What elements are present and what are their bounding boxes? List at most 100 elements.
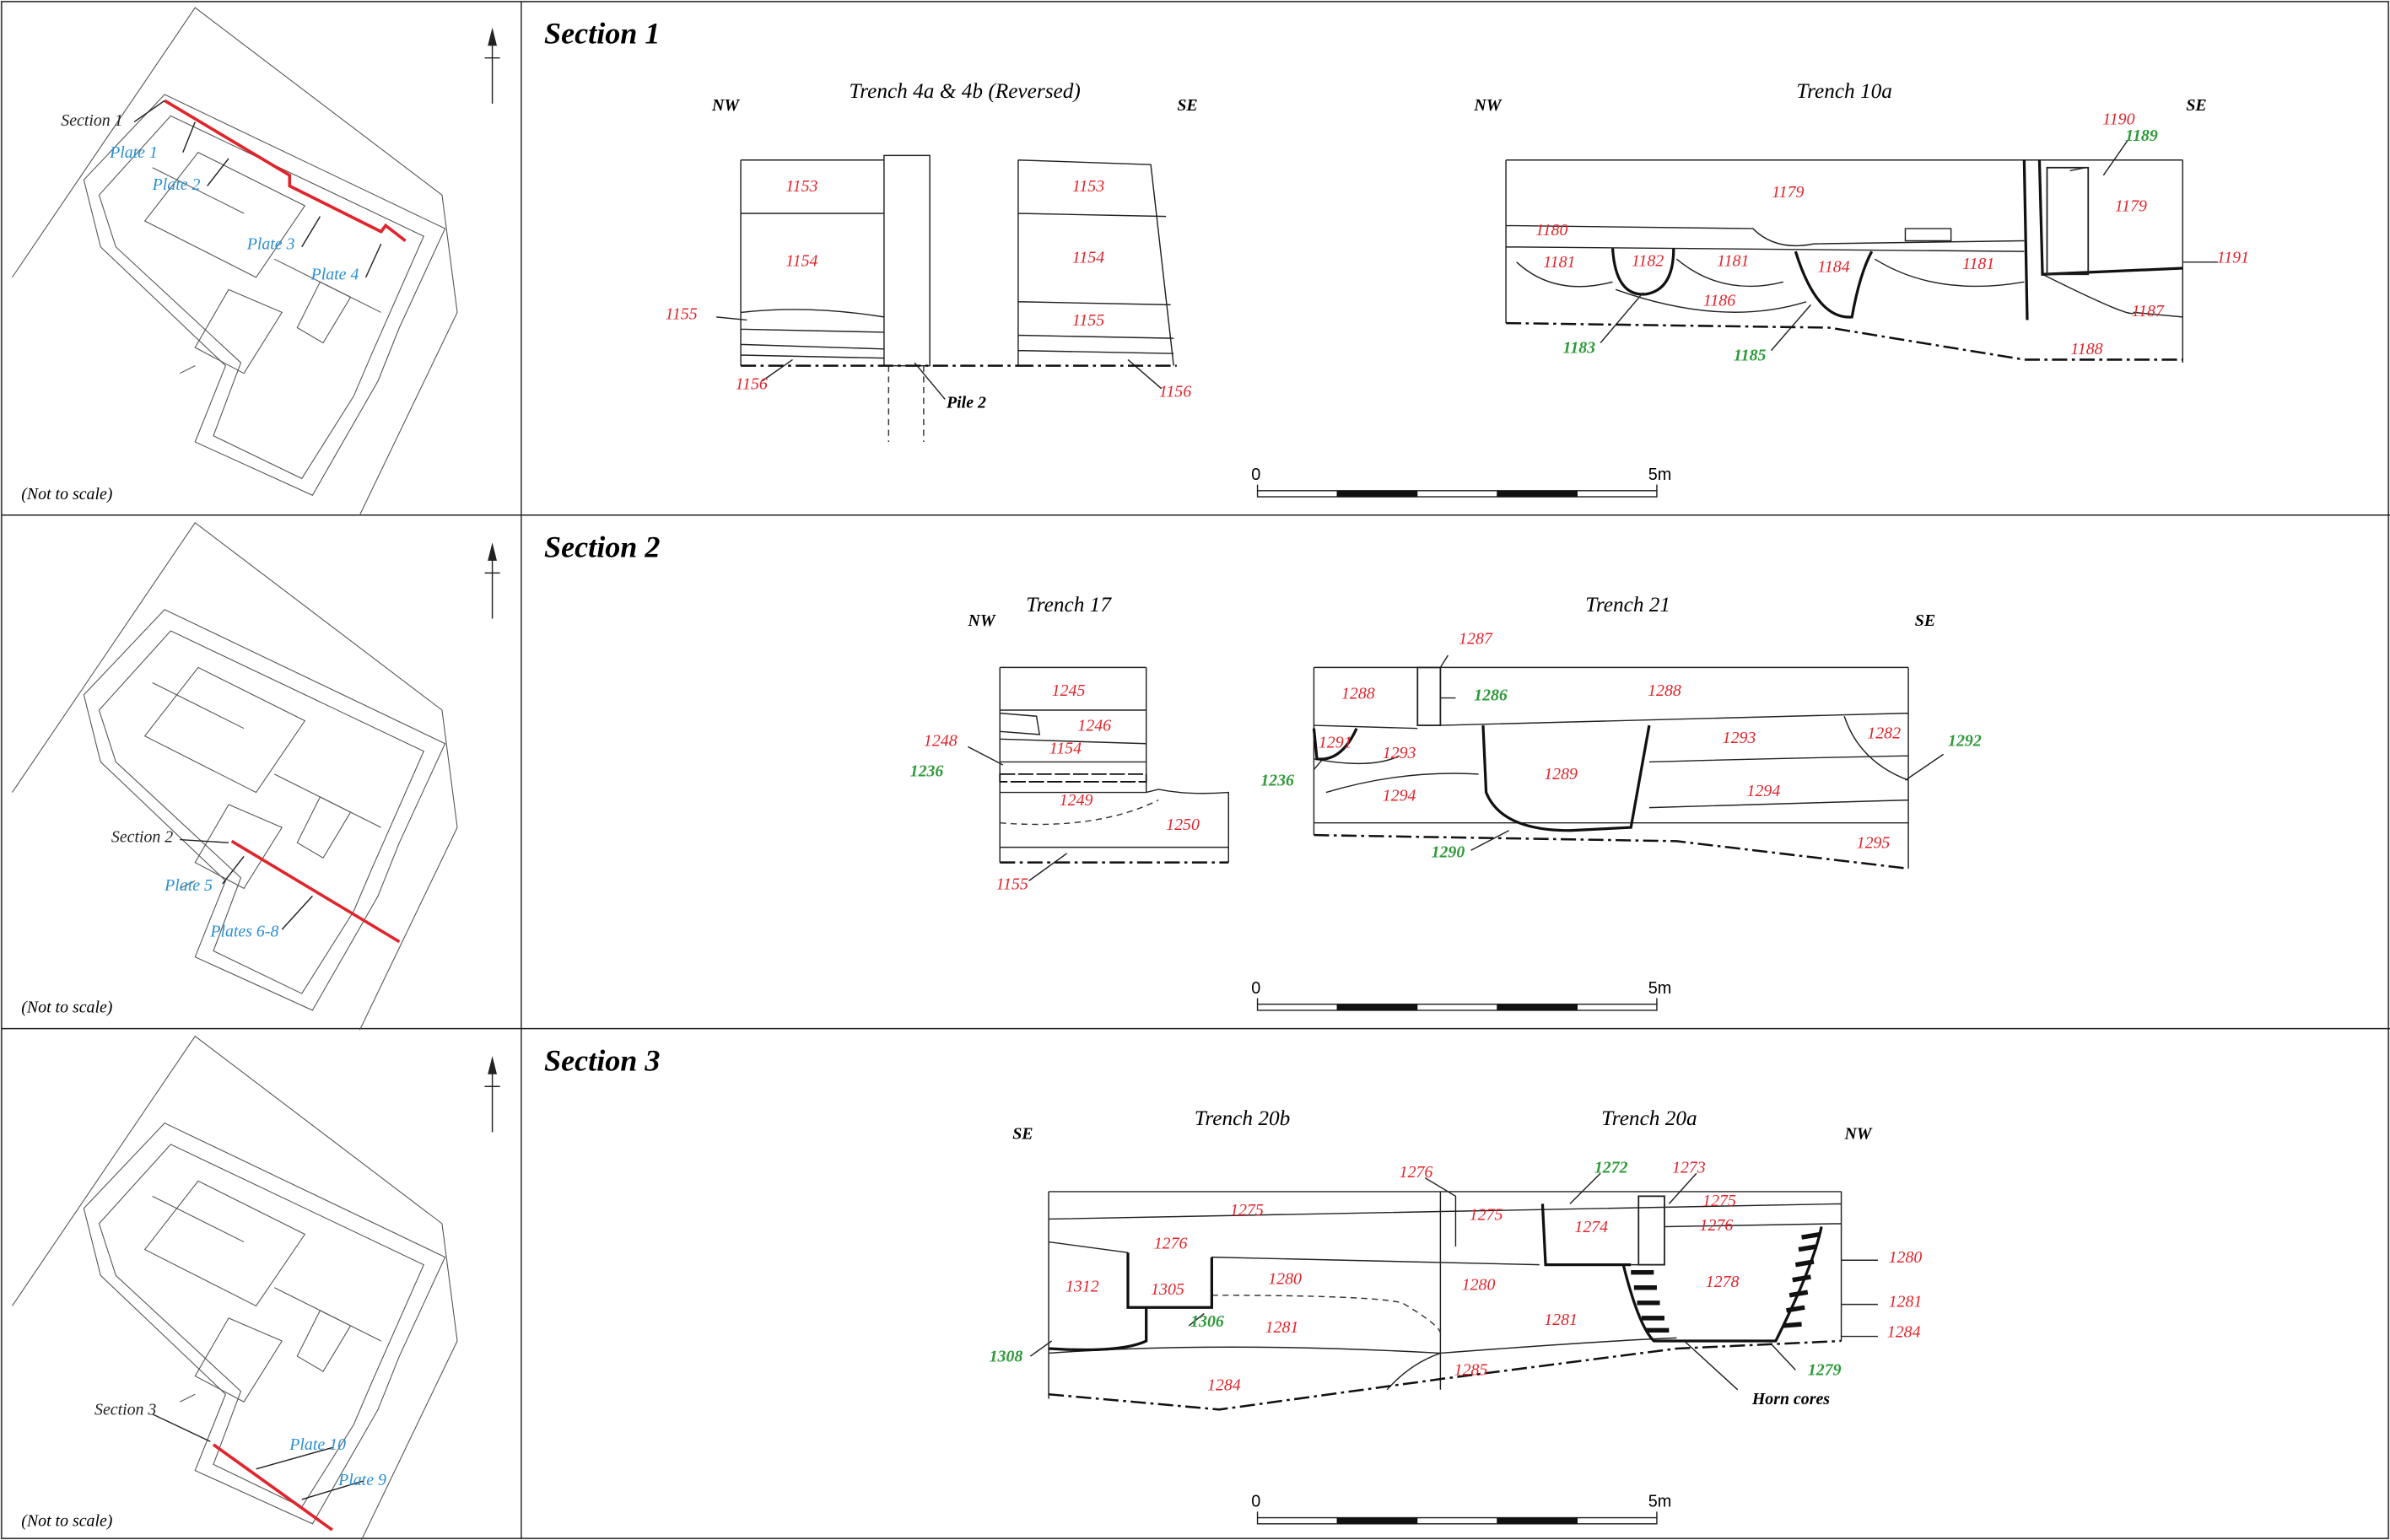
section-2-profile-part [1000,799,1159,826]
trench-label: Trench 4a & 4b (Reversed) [850,79,1081,103]
annotation: Pile 2 [946,393,986,412]
context-label: 1284 [1207,1376,1241,1395]
scale-label: 0 [1251,979,1260,998]
direction-label: NW [968,611,996,630]
not-to-scale-note: (Not to scale) [21,999,112,1017]
annotation: Horn cores [1751,1390,1830,1408]
context-label: 1285 [1454,1361,1488,1380]
context-label: 1276 [1700,1216,1734,1235]
plan-label: Plate 4 [310,266,359,284]
section-1-profile-part [887,365,925,443]
context-label: 1275 [1470,1205,1503,1224]
site-plan [11,7,501,1540]
section-2-profile-part [1416,666,1442,726]
cut-label: 1272 [1594,1158,1628,1177]
context-label: 1305 [1151,1280,1184,1299]
context-label: 1249 [1060,791,1093,810]
context-label: 1278 [1706,1273,1740,1291]
context-label: 1182 [1632,251,1664,270]
cut-label: 1236 [910,762,944,781]
cut-label: 1308 [990,1347,1023,1365]
context-label: 1282 [1867,724,1901,742]
cut-label: 1290 [1432,843,1465,861]
context-label: 1284 [1887,1323,1921,1342]
cut-label: 1236 [1260,771,1294,789]
context-label: 1186 [1703,291,1735,310]
section-title: Section 3 [544,1043,660,1077]
context-label: 1280 [1462,1276,1496,1295]
direction-label: NW [1473,96,1502,115]
section-1-profile-part [716,159,1174,400]
section-1-profile-part [883,154,931,367]
plan-label: Section 1 [61,111,122,130]
context-label: 1154 [1072,249,1104,267]
section-title: Section 2 [544,530,660,564]
context-label: 1281 [1889,1292,1923,1311]
context-label: 1280 [1268,1269,1302,1288]
context-label: 1153 [1072,177,1104,196]
context-label: 1250 [1166,816,1200,834]
plan-label: Plate 1 [109,143,158,162]
context-label: 1312 [1066,1277,1099,1295]
section-3-profile-part [1048,1339,1842,1411]
direction-label: NW [711,96,740,115]
section-1-profile-part [2046,166,2090,276]
section-2-profile-part [967,666,1229,881]
direction-label: SE [1177,96,1197,115]
section-3-profile [1029,1172,1878,1411]
plan-label: Plate 9 [337,1471,386,1489]
section-3-profile-part [1029,1172,1878,1391]
scale-label: 5m [1648,466,1672,484]
context-label: 1275 [1230,1201,1264,1220]
section-3-profile-part [1211,1295,1442,1334]
context-label: 1154 [785,251,817,270]
site-plan-part [11,7,458,516]
context-label: 1156 [1159,383,1191,401]
context-label: 1288 [1648,681,1681,700]
section-1-profile [716,139,2218,443]
section-2-profile [967,654,1945,881]
context-label: 1245 [1052,681,1086,700]
context-label: 1281 [1544,1311,1578,1329]
context-label: 1246 [1077,716,1111,735]
context-label: 1281 [1265,1318,1299,1337]
scale-label: 5m [1648,1493,1672,1511]
not-to-scale-note: (Not to scale) [21,485,112,503]
context-label: 1293 [1383,744,1416,762]
direction-label: SE [1012,1125,1033,1144]
plan-label: Plate 3 [246,234,295,253]
site-plan-part [11,1036,458,1540]
context-label: 1179 [2115,197,2147,215]
context-label: 1291 [1319,733,1352,751]
context-label: 1275 [1702,1192,1736,1210]
section-title: Section 1 [544,17,660,51]
context-label: 1184 [1817,258,1849,277]
scale-label: 5m [1648,979,1672,998]
section-1-profile-part [1505,159,2184,363]
site-plan-part [483,1055,501,1133]
context-label: 1273 [1672,1158,1706,1177]
context-label: 1289 [1544,765,1578,783]
trench-label: Trench 20a [1601,1107,1697,1130]
context-label: 1181 [1962,255,1994,273]
site-plan-part [164,99,407,242]
plan-label: Plate 5 [164,876,213,895]
site-plan-part [212,1443,333,1532]
section-1-profile-part [740,159,885,366]
section-2-profile-part [1312,724,1651,832]
section-2-profile-part [1313,654,1945,869]
context-label: 1190 [2102,110,2134,128]
cut-label: 1189 [2125,127,2158,145]
direction-label: SE [2186,96,2206,115]
plan-label: Section 2 [111,827,173,846]
context-label: 1293 [1723,729,1756,747]
context-label: 1181 [1543,253,1575,272]
context-label: 1180 [1535,221,1567,240]
context-label: 1294 [1383,787,1416,805]
direction-label: SE [1915,611,1935,630]
plan-label: Plates 6-8 [209,922,278,940]
not-to-scale-note: (Not to scale) [21,1512,112,1531]
site-plan-part [483,541,501,620]
